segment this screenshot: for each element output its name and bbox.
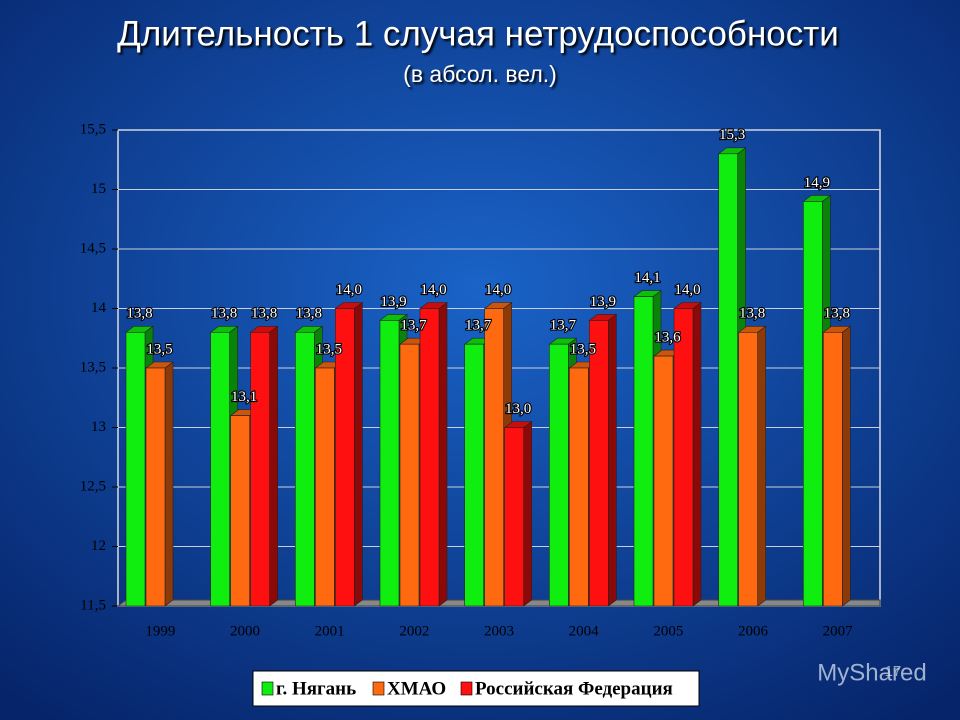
- y-tick-label: 14: [91, 300, 107, 316]
- chart-title: Длительность 1 случая нетрудоспособности: [117, 14, 839, 53]
- legend-label: ХМАО: [387, 678, 446, 699]
- x-tick-label: 2001: [315, 623, 345, 639]
- bar: [145, 361, 174, 607]
- data-label: 13,6: [654, 330, 681, 346]
- bar: [419, 301, 448, 607]
- data-label: 13,8: [126, 306, 152, 322]
- x-tick-label: 2002: [399, 623, 429, 639]
- legend: [252, 670, 700, 707]
- data-label: 14,0: [674, 282, 700, 298]
- data-label: 13,7: [400, 318, 427, 334]
- data-label: 14,0: [336, 282, 362, 298]
- bar: [249, 325, 279, 607]
- y-tick-label: 12: [91, 538, 106, 554]
- y-tick-label: 15: [91, 181, 106, 197]
- legend-swatch: [261, 681, 274, 696]
- data-label: 15,3: [719, 127, 745, 143]
- data-label: 14,1: [634, 270, 660, 286]
- y-tick-label: 12,5: [80, 478, 106, 494]
- bar: [737, 325, 767, 607]
- x-tick-label: 2000: [230, 623, 260, 639]
- data-label: 13,7: [465, 318, 492, 334]
- data-label: 13,8: [251, 306, 277, 322]
- y-tick-label: 13: [91, 419, 106, 435]
- legend-swatch: [372, 681, 385, 696]
- data-label: 13,0: [505, 401, 531, 417]
- data-label: 13,7: [550, 318, 577, 334]
- data-label: 13,8: [296, 306, 322, 322]
- bar: [673, 301, 702, 607]
- data-label: 14,9: [804, 175, 830, 191]
- x-tick-label: 2007: [823, 623, 854, 639]
- data-label: 14,0: [420, 282, 446, 298]
- data-label: 13,5: [146, 341, 172, 357]
- data-label: 14,0: [485, 282, 511, 298]
- x-tick-label: 2006: [738, 623, 769, 639]
- data-label: 13,9: [590, 294, 616, 310]
- legend-swatch: [460, 681, 473, 696]
- x-tick-label: 2005: [653, 623, 683, 639]
- y-tick-label: 11,5: [80, 597, 106, 613]
- x-tick-label: 2004: [569, 623, 600, 639]
- x-tick-label: 1999: [145, 623, 175, 639]
- legend-label: г. Нягань: [276, 678, 356, 699]
- legend-label: Российская Федерация: [475, 678, 673, 699]
- data-label: 13,5: [570, 341, 596, 357]
- bar: [822, 325, 852, 607]
- x-tick-label: 2003: [484, 623, 514, 639]
- data-label: 13,8: [211, 306, 237, 322]
- bar: [334, 301, 364, 607]
- bar: [588, 313, 618, 607]
- y-tick-label: 15,5: [80, 121, 106, 137]
- data-label: 13,8: [824, 306, 850, 322]
- bar: [503, 420, 533, 607]
- slide-number: 17: [885, 663, 902, 680]
- data-label: 13,9: [380, 294, 406, 310]
- chart-subtitle: (в абсол. вел.): [403, 61, 557, 87]
- y-tick-label: 13,5: [80, 359, 106, 375]
- watermark: MyShared: [817, 659, 926, 686]
- data-label: 13,1: [231, 389, 257, 405]
- data-label: 13,8: [739, 306, 765, 322]
- data-label: 13,5: [316, 341, 342, 357]
- y-tick-label: 14,5: [80, 240, 106, 256]
